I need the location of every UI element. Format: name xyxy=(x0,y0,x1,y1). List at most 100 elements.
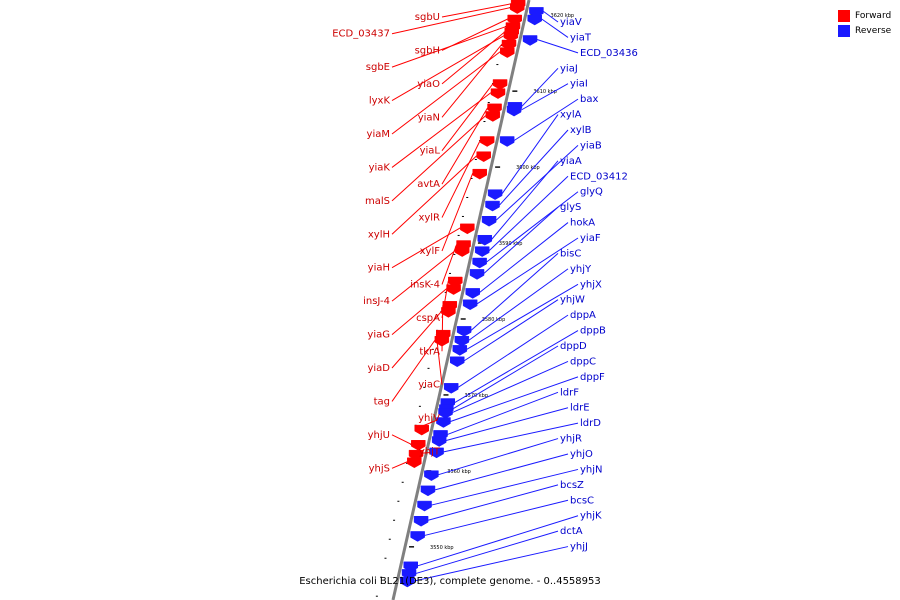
gene-label-ECD_03436: ECD_03436 xyxy=(580,48,638,59)
connector-ldrE xyxy=(446,407,569,441)
gene-label-yiaJ: yiaJ xyxy=(560,63,578,74)
gene-label-bax: bax xyxy=(580,94,598,105)
gene-feature-insJ-4 xyxy=(454,246,470,257)
gene-feature-xylR xyxy=(479,136,495,147)
connector-yiaG xyxy=(391,288,447,335)
gene-label-dppC: dppC xyxy=(570,356,596,367)
connector-ECD_03437 xyxy=(391,7,511,35)
connector-sgbU xyxy=(441,3,512,18)
gene-label-yiaM: yiaM xyxy=(367,129,390,140)
gene-feature-yhjX xyxy=(452,345,468,356)
legend: Forward Reverse xyxy=(838,8,900,38)
gene-feature-lyxK xyxy=(503,31,519,42)
gene-feature-ECD_03436 xyxy=(522,35,538,46)
gene-label-dppA: dppA xyxy=(570,310,596,321)
connector-dppC xyxy=(452,360,569,413)
gene-labels: sgbU ECD_03437 sgbH sgbE yiaO lyxK yiaN yiaM yia… xyxy=(332,12,638,553)
gene-label-ECD_03412: ECD_03412 xyxy=(570,171,628,182)
kbp-label: 3610 kbp xyxy=(533,89,557,95)
gene-label-xylH: xylH xyxy=(368,229,390,240)
connector-xylR xyxy=(441,140,481,218)
connector-xylH xyxy=(391,155,478,235)
genome-caption: Escherichia coli BL21(DE3), complete gen… xyxy=(299,576,601,587)
connector-yhjU xyxy=(391,434,412,445)
connector-tag xyxy=(391,339,436,402)
gene-label-insJ-4: insJ-4 xyxy=(363,296,390,307)
connector-malS xyxy=(391,115,487,202)
gene-label-hokA: hokA xyxy=(570,218,595,229)
connector-dppB xyxy=(454,330,579,403)
gene-label-dppD: dppD xyxy=(560,341,587,352)
gene-label-dppB: dppB xyxy=(580,326,606,337)
gene-feature-yiaG xyxy=(446,284,461,295)
gene-label-yhjN: yhjN xyxy=(580,464,603,475)
connector-lyxK xyxy=(391,35,505,102)
connector-ECD_03412 xyxy=(488,175,569,251)
kbp-label: 3600 kbp xyxy=(516,165,540,171)
connector-yiaJ xyxy=(521,67,559,107)
genome-axis xyxy=(391,0,531,600)
gene-label-yhjW: yhjW xyxy=(560,295,585,306)
gene-label-yiaH: yiaH xyxy=(368,263,390,274)
gene-feature-yiaI xyxy=(506,105,522,117)
gene-feature-ldrE xyxy=(431,436,447,447)
gene-label-yiaN: yiaN xyxy=(418,112,440,123)
gene-feature-bcsC xyxy=(410,531,425,542)
gene-label-yiaT: yiaT xyxy=(570,32,592,43)
gene-label-glyS: glyS xyxy=(560,202,581,213)
gene-feature-yhjN xyxy=(417,500,432,512)
connector-dppF xyxy=(450,376,579,422)
gene-label-ldrF: ldrF xyxy=(560,387,579,398)
connector-bax xyxy=(513,98,579,141)
gene-label-yhjY: yhjY xyxy=(570,264,592,275)
gene-label-yiaI: yiaI xyxy=(570,79,588,90)
kbp-label: 3560 kbp xyxy=(447,469,471,475)
gene-label-yiaF: yiaF xyxy=(580,233,601,244)
connector-yhjN xyxy=(431,468,579,506)
gene-feature-yiaK xyxy=(490,88,506,99)
connector-yhjR xyxy=(438,438,559,476)
gene-feature-yhjY xyxy=(454,336,470,347)
legend-label-reverse: Reverse xyxy=(855,25,892,36)
connector-yiaA xyxy=(491,160,559,240)
gene-feature-ECD_03437 xyxy=(510,3,525,14)
gene-feature-xylH xyxy=(476,151,491,162)
gene-label-yhjK: yhjK xyxy=(580,511,602,522)
connector-dctA xyxy=(415,530,559,574)
connector-yiaD xyxy=(391,311,442,369)
connector-dppA xyxy=(457,314,569,388)
gene-feature-ldrD xyxy=(429,447,444,459)
gene-label-xylR: xylR xyxy=(418,213,440,224)
gene-label-glyQ: glyQ xyxy=(580,187,603,198)
gene-feature-bisC xyxy=(456,326,472,337)
connector-yiaB xyxy=(495,145,579,221)
gene-feature-yhjS xyxy=(407,457,422,469)
gene-label-sgbH: sgbH xyxy=(415,45,440,56)
gene-label-xylF: xylF xyxy=(420,246,441,257)
connector-yhjK xyxy=(417,515,579,567)
legend-item-forward: Forward xyxy=(838,8,900,23)
gene-label-yhjO: yhjO xyxy=(570,449,593,460)
gene-feature-glyS xyxy=(469,269,485,280)
connector-glyS xyxy=(483,206,559,274)
kbp-label: 3580 kbp xyxy=(482,317,506,323)
forward-swatch-icon xyxy=(838,9,850,22)
connector-yiaK xyxy=(391,92,492,168)
gene-label-yiaK: yiaK xyxy=(369,162,391,173)
gene-label-cspA: cspA xyxy=(416,313,440,324)
connector-sgbE xyxy=(391,26,507,68)
connector-xylA xyxy=(501,114,559,194)
gene-label-yiaO: yiaO xyxy=(417,79,440,90)
gene-feature-yiaF xyxy=(462,299,478,311)
gene-feature-xylA xyxy=(487,189,503,200)
gene-feature-dppA xyxy=(443,383,459,394)
connector-dppD xyxy=(453,345,559,410)
gene-feature-bax xyxy=(499,136,515,147)
gene-label-yhjX: yhjX xyxy=(580,279,602,290)
gene-feature-bcsZ xyxy=(413,516,429,527)
connector-bisC xyxy=(470,253,559,331)
gene-feature-yiaM xyxy=(500,47,515,58)
gene-label-yhjU: yhjU xyxy=(368,430,390,441)
legend-label-forward: Forward xyxy=(855,10,892,21)
gene-label-xylA: xylA xyxy=(560,110,582,121)
